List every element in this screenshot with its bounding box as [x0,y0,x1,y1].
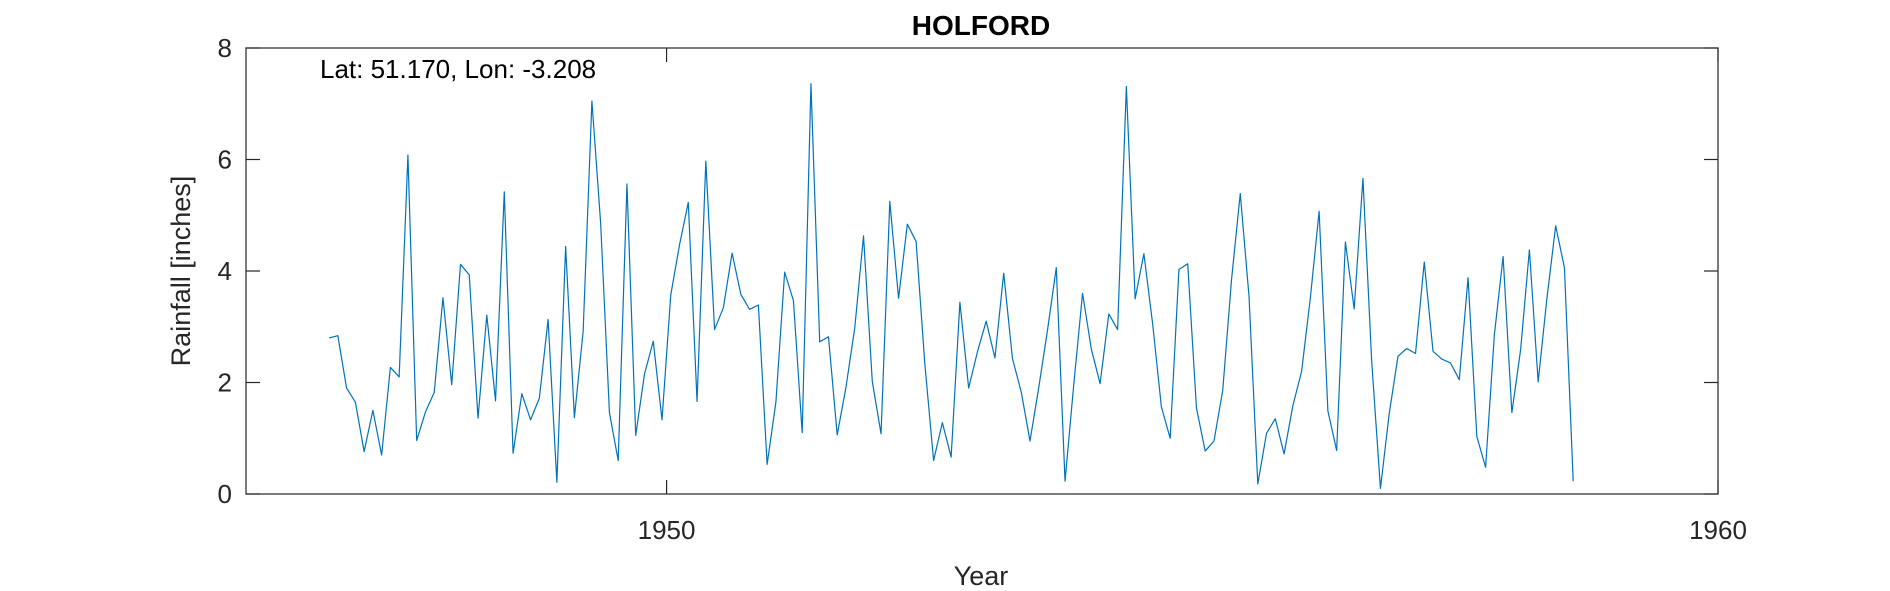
chart-title: HOLFORD [912,10,1050,41]
plot-area [328,83,1574,490]
x-tick-label: 1960 [1689,515,1747,545]
y-tick-label: 0 [218,479,232,509]
rainfall-series-line [328,83,1574,490]
y-tick-label: 2 [218,368,232,398]
y-tick-label: 4 [218,256,232,286]
y-tick-label: 8 [218,33,232,63]
location-annotation: Lat: 51.170, Lon: -3.208 [320,54,596,84]
x-axis-ticks: 1950 1960 [638,48,1747,545]
y-axis-ticks: 0 2 4 6 8 [218,33,1718,509]
y-tick-label: 6 [218,145,232,175]
x-tick-label: 1950 [638,515,696,545]
y-axis-label: Rainfall [inches] [166,176,196,367]
x-axis-label: Year [954,561,1009,591]
